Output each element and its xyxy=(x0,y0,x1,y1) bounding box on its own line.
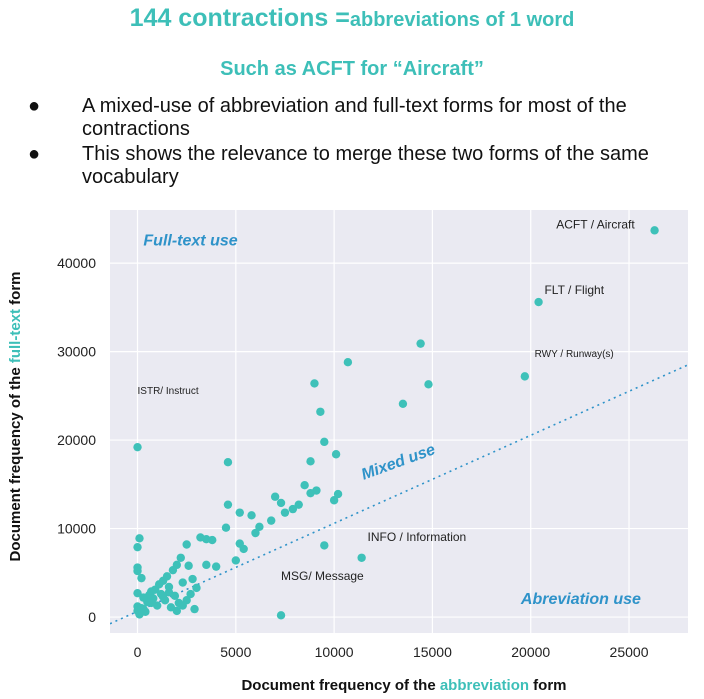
title-small: abbreviations of 1 word xyxy=(349,9,575,31)
data-point xyxy=(168,565,178,575)
x-axis-label-part: Document frequency of the xyxy=(241,677,439,694)
data-point xyxy=(329,496,339,505)
point-annotation: ACFT / Aircraft xyxy=(556,218,635,232)
data-point xyxy=(251,528,260,538)
data-point xyxy=(288,504,298,514)
data-point xyxy=(190,604,199,614)
y-tick-label: 0 xyxy=(88,609,96,625)
bullet-icon: ● xyxy=(28,143,41,165)
bullet-item: ● This shows the relevance to merge these… xyxy=(28,143,688,189)
data-point xyxy=(280,508,290,517)
x-tick-label: 10000 xyxy=(315,644,354,660)
data-point xyxy=(133,542,142,552)
data-point xyxy=(247,511,256,520)
data-point xyxy=(300,481,309,490)
data-point xyxy=(182,540,191,549)
data-point xyxy=(147,598,156,608)
data-point xyxy=(270,492,280,501)
bullet-text: This shows the relevance to merge these … xyxy=(82,143,649,188)
point-annotation: MSG/ Message xyxy=(281,569,364,583)
data-point xyxy=(139,604,148,614)
data-point xyxy=(231,556,241,565)
data-point xyxy=(178,601,187,610)
data-point xyxy=(424,380,433,389)
region-label: Abreviation use xyxy=(520,591,641,608)
y-tick-label: 40000 xyxy=(57,255,96,271)
x-axis-label-part: abbreviation xyxy=(440,677,529,694)
bullet-icon: ● xyxy=(28,95,41,117)
data-point xyxy=(294,500,303,509)
point-annotation: RWY / Runway(s) xyxy=(535,349,614,360)
data-point xyxy=(320,541,329,550)
x-tick-label: 0 xyxy=(134,644,142,660)
data-point xyxy=(534,297,543,307)
data-point xyxy=(192,583,201,593)
data-point xyxy=(196,533,205,542)
point-annotation: INFO / Information xyxy=(368,530,467,544)
plot-area xyxy=(110,210,688,633)
x-tick-label: 25000 xyxy=(610,644,649,660)
y-tick-label: 10000 xyxy=(57,521,96,537)
data-point xyxy=(520,372,530,381)
y-tick-label: 30000 xyxy=(57,344,96,360)
data-point xyxy=(398,399,408,409)
y-axis-label-part: form xyxy=(7,271,24,309)
point-annotation: ISTR/ Instruct xyxy=(138,386,199,397)
x-tick-label: 20000 xyxy=(511,644,550,660)
data-point xyxy=(202,560,211,570)
data-point xyxy=(186,589,195,599)
data-point xyxy=(211,562,221,571)
data-point xyxy=(357,553,366,562)
data-point xyxy=(306,457,315,466)
data-point xyxy=(133,442,142,452)
data-point xyxy=(166,603,176,612)
data-point xyxy=(276,611,286,620)
data-point xyxy=(416,339,425,348)
data-point xyxy=(255,522,264,532)
data-point xyxy=(184,561,193,570)
data-point xyxy=(331,450,341,459)
data-point xyxy=(320,437,329,447)
data-point xyxy=(221,523,231,532)
data-point xyxy=(135,534,144,543)
y-axis-label: Document frequency of the full-text form xyxy=(7,271,24,561)
bullet-list: ● A mixed-use of abbreviation and full-te… xyxy=(28,95,688,191)
data-point xyxy=(133,566,142,576)
data-point xyxy=(310,379,319,388)
y-axis-label-part: full-text xyxy=(7,309,24,363)
data-point xyxy=(223,500,233,509)
x-tick-label: 5000 xyxy=(220,644,251,660)
x-axis-label-part: form xyxy=(529,677,567,694)
data-point xyxy=(235,508,244,517)
x-tick-label: 15000 xyxy=(413,644,452,660)
data-point xyxy=(316,407,325,416)
data-point xyxy=(164,588,174,597)
bullet-text: A mixed-use of abbreviation and full-tex… xyxy=(82,95,627,140)
data-point xyxy=(650,226,659,235)
data-point xyxy=(276,498,286,508)
slide-subtitle: Such as ACFT for “Aircraft” xyxy=(220,58,484,80)
data-point xyxy=(178,578,187,587)
y-tick-label: 20000 xyxy=(57,432,96,448)
region-label: Full-text use xyxy=(143,232,237,249)
data-point xyxy=(137,573,146,583)
data-point xyxy=(235,539,244,548)
data-point xyxy=(188,574,197,584)
bullet-item: ● A mixed-use of abbreviation and full-te… xyxy=(28,95,688,141)
data-point xyxy=(176,553,185,562)
slide-title: 144 contractions =abbreviations of 1 wor… xyxy=(0,4,704,33)
y-axis-label-part: Document frequency of the xyxy=(7,363,24,561)
data-point xyxy=(158,592,168,601)
data-point xyxy=(223,458,233,467)
data-point xyxy=(343,358,353,367)
data-point xyxy=(333,489,343,499)
x-axis-label: Document frequency of the abbreviation f… xyxy=(241,677,566,694)
data-point xyxy=(306,488,315,498)
point-annotation: FLT / Flight xyxy=(544,283,604,297)
data-point xyxy=(267,516,276,525)
data-point xyxy=(133,588,142,598)
title-main: 144 contractions = xyxy=(129,4,350,32)
